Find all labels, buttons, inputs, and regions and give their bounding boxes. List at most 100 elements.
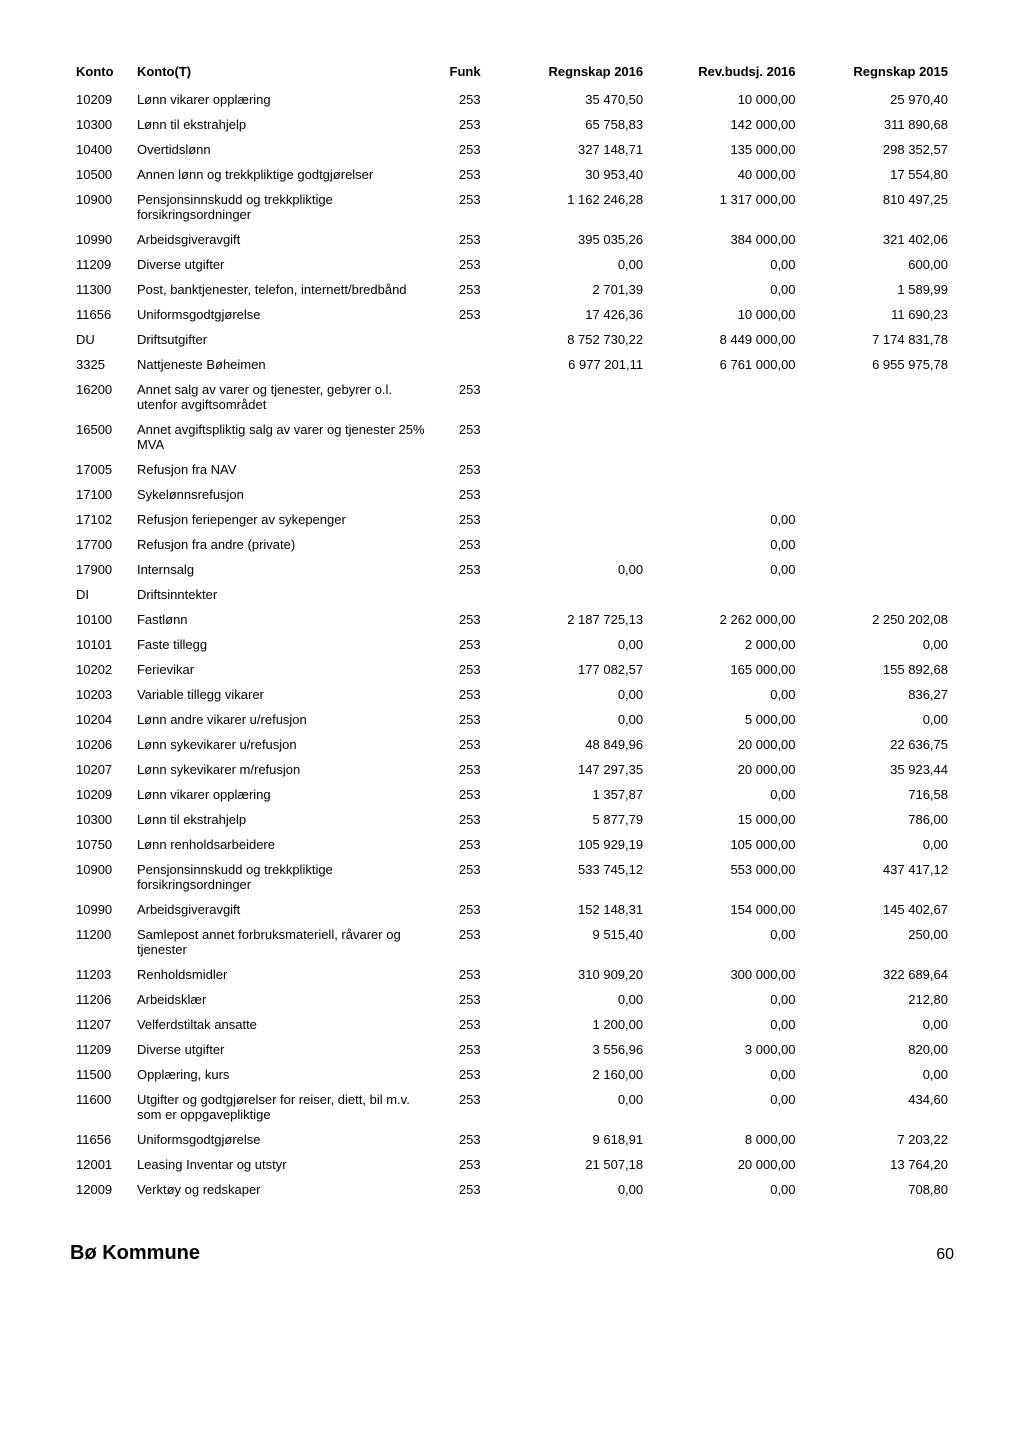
- cell-regnskap2015: 0,00: [802, 1062, 954, 1087]
- cell-text: Utgifter og godtgjørelser for reiser, di…: [131, 1087, 436, 1127]
- cell-konto: 11206: [70, 987, 131, 1012]
- cell-funk: 253: [436, 162, 487, 187]
- cell-text: Annen lønn og trekkpliktige godtgjørelse…: [131, 162, 436, 187]
- cell-regnskap2016: 327 148,71: [487, 137, 650, 162]
- cell-regnskap2015: [802, 582, 954, 607]
- cell-text: Uniformsgodtgjørelse: [131, 302, 436, 327]
- table-row: 11207Velferdstiltak ansatte2531 200,000,…: [70, 1012, 954, 1037]
- cell-konto: 16200: [70, 377, 131, 417]
- cell-konto: 10206: [70, 732, 131, 757]
- cell-revbudsj2016: 20 000,00: [649, 757, 801, 782]
- cell-text: Nattjeneste Bøheimen: [131, 352, 436, 377]
- cell-text: Opplæring, kurs: [131, 1062, 436, 1087]
- table-row: 10900Pensjonsinnskudd og trekkpliktige f…: [70, 857, 954, 897]
- cell-funk: [436, 352, 487, 377]
- cell-revbudsj2016: 0,00: [649, 1012, 801, 1037]
- cell-regnskap2015: 2 250 202,08: [802, 607, 954, 632]
- cell-funk: 253: [436, 1087, 487, 1127]
- cell-konto: 17102: [70, 507, 131, 532]
- cell-revbudsj2016: 1 317 000,00: [649, 187, 801, 227]
- table-row: 11203Renholdsmidler253310 909,20300 000,…: [70, 962, 954, 987]
- cell-text: Lønn renholdsarbeidere: [131, 832, 436, 857]
- cell-revbudsj2016: 2 000,00: [649, 632, 801, 657]
- cell-regnskap2016: 48 849,96: [487, 732, 650, 757]
- cell-regnskap2016: 395 035,26: [487, 227, 650, 252]
- cell-revbudsj2016: 10 000,00: [649, 87, 801, 112]
- cell-funk: [436, 327, 487, 352]
- cell-regnskap2016: 35 470,50: [487, 87, 650, 112]
- cell-funk: 253: [436, 1152, 487, 1177]
- cell-funk: 253: [436, 807, 487, 832]
- table-row: 10204Lønn andre vikarer u/refusjon2530,0…: [70, 707, 954, 732]
- table-row: 11656Uniformsgodtgjørelse25317 426,3610 …: [70, 302, 954, 327]
- cell-revbudsj2016: [649, 582, 801, 607]
- table-row: 11300Post, banktjenester, telefon, inter…: [70, 277, 954, 302]
- cell-regnskap2016: 0,00: [487, 1177, 650, 1202]
- cell-regnskap2016: [487, 457, 650, 482]
- table-row: 10400Overtidslønn253327 148,71135 000,00…: [70, 137, 954, 162]
- cell-text: Refusjon fra andre (private): [131, 532, 436, 557]
- cell-text: Refusjon fra NAV: [131, 457, 436, 482]
- cell-text: Diverse utgifter: [131, 1037, 436, 1062]
- cell-revbudsj2016: 6 761 000,00: [649, 352, 801, 377]
- cell-text: Leasing Inventar og utstyr: [131, 1152, 436, 1177]
- footer-municipality: Bø Kommune: [70, 1242, 200, 1265]
- table-row: 17005Refusjon fra NAV253: [70, 457, 954, 482]
- cell-funk: 253: [436, 302, 487, 327]
- cell-funk: 253: [436, 1127, 487, 1152]
- cell-regnskap2015: 600,00: [802, 252, 954, 277]
- table-row: 10209Lønn vikarer opplæring2531 357,870,…: [70, 782, 954, 807]
- cell-konto: 17900: [70, 557, 131, 582]
- cell-text: Refusjon feriepenger av sykepenger: [131, 507, 436, 532]
- cell-revbudsj2016: 0,00: [649, 682, 801, 707]
- cell-funk: 253: [436, 857, 487, 897]
- table-row: 10206Lønn sykevikarer u/refusjon25348 84…: [70, 732, 954, 757]
- cell-regnskap2016: 8 752 730,22: [487, 327, 650, 352]
- cell-regnskap2015: 13 764,20: [802, 1152, 954, 1177]
- cell-regnskap2016: 152 148,31: [487, 897, 650, 922]
- cell-regnskap2015: 437 417,12: [802, 857, 954, 897]
- table-row: 12001Leasing Inventar og utstyr25321 507…: [70, 1152, 954, 1177]
- table-row: 11209Diverse utgifter2533 556,963 000,00…: [70, 1037, 954, 1062]
- cell-regnskap2016: 9 618,91: [487, 1127, 650, 1152]
- cell-regnskap2016: 17 426,36: [487, 302, 650, 327]
- cell-text: Faste tillegg: [131, 632, 436, 657]
- cell-regnskap2015: 716,58: [802, 782, 954, 807]
- cell-funk: 253: [436, 782, 487, 807]
- table-row: 10100Fastlønn2532 187 725,132 262 000,00…: [70, 607, 954, 632]
- table-row: 10990Arbeidsgiveravgift253395 035,26384 …: [70, 227, 954, 252]
- table-row: 17900Internsalg2530,000,00: [70, 557, 954, 582]
- cell-regnskap2015: 321 402,06: [802, 227, 954, 252]
- cell-konto: 11656: [70, 302, 131, 327]
- cell-regnskap2015: 7 203,22: [802, 1127, 954, 1152]
- cell-text: Lønn sykevikarer u/refusjon: [131, 732, 436, 757]
- cell-regnskap2016: [487, 482, 650, 507]
- cell-text: Driftsinntekter: [131, 582, 436, 607]
- cell-konto: 10500: [70, 162, 131, 187]
- cell-regnskap2016: 310 909,20: [487, 962, 650, 987]
- cell-text: Driftsutgifter: [131, 327, 436, 352]
- cell-revbudsj2016: 8 000,00: [649, 1127, 801, 1152]
- cell-revbudsj2016: 2 262 000,00: [649, 607, 801, 632]
- table-row: DUDriftsutgifter8 752 730,228 449 000,00…: [70, 327, 954, 352]
- cell-funk: 253: [436, 832, 487, 857]
- col-revbudsj2016: Rev.budsj. 2016: [649, 60, 801, 87]
- cell-revbudsj2016: 142 000,00: [649, 112, 801, 137]
- cell-regnskap2015: [802, 557, 954, 582]
- cell-revbudsj2016: 105 000,00: [649, 832, 801, 857]
- table-row: 10300Lønn til ekstrahjelp25365 758,83142…: [70, 112, 954, 137]
- cell-regnskap2015: 0,00: [802, 832, 954, 857]
- cell-regnskap2016: 0,00: [487, 557, 650, 582]
- cell-regnskap2015: 7 174 831,78: [802, 327, 954, 352]
- cell-text: Post, banktjenester, telefon, internett/…: [131, 277, 436, 302]
- cell-konto: 17700: [70, 532, 131, 557]
- cell-regnskap2016: 65 758,83: [487, 112, 650, 137]
- cell-regnskap2016: 0,00: [487, 1087, 650, 1127]
- cell-regnskap2016: 21 507,18: [487, 1152, 650, 1177]
- table-row: 17100Sykelønnsrefusjon253: [70, 482, 954, 507]
- cell-konto: 10990: [70, 897, 131, 922]
- cell-regnskap2015: 708,80: [802, 1177, 954, 1202]
- cell-konto: 10300: [70, 807, 131, 832]
- cell-regnskap2015: [802, 457, 954, 482]
- cell-konto: 17100: [70, 482, 131, 507]
